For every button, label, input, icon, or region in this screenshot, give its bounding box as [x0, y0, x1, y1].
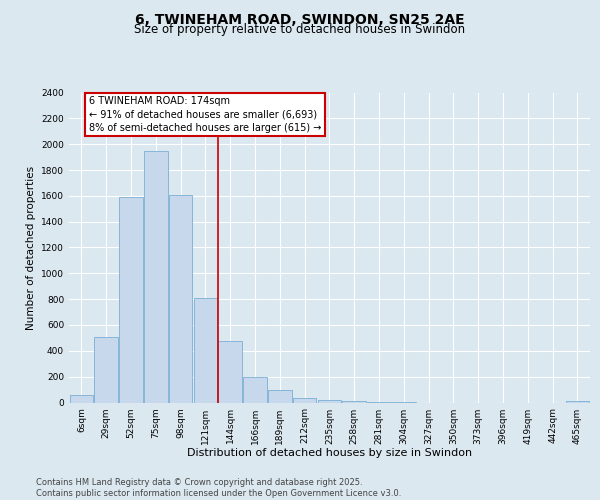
Text: 6, TWINEHAM ROAD, SWINDON, SN25 2AE: 6, TWINEHAM ROAD, SWINDON, SN25 2AE — [135, 12, 465, 26]
Bar — [566, 401, 589, 402]
Bar — [218, 340, 242, 402]
Bar — [317, 400, 341, 402]
Bar — [194, 298, 217, 403]
Text: Contains HM Land Registry data © Crown copyright and database right 2025.
Contai: Contains HM Land Registry data © Crown c… — [36, 478, 401, 498]
Y-axis label: Number of detached properties: Number of detached properties — [26, 166, 35, 330]
Text: Size of property relative to detached houses in Swindon: Size of property relative to detached ho… — [134, 24, 466, 36]
X-axis label: Distribution of detached houses by size in Swindon: Distribution of detached houses by size … — [187, 448, 472, 458]
Bar — [169, 194, 193, 402]
Bar — [94, 336, 118, 402]
Bar — [268, 390, 292, 402]
Bar — [243, 378, 267, 402]
Bar — [144, 150, 167, 402]
Bar — [70, 396, 93, 402]
Bar — [293, 398, 316, 402]
Bar — [119, 197, 143, 402]
Text: 6 TWINEHAM ROAD: 174sqm
← 91% of detached houses are smaller (6,693)
8% of semi-: 6 TWINEHAM ROAD: 174sqm ← 91% of detache… — [89, 96, 321, 133]
